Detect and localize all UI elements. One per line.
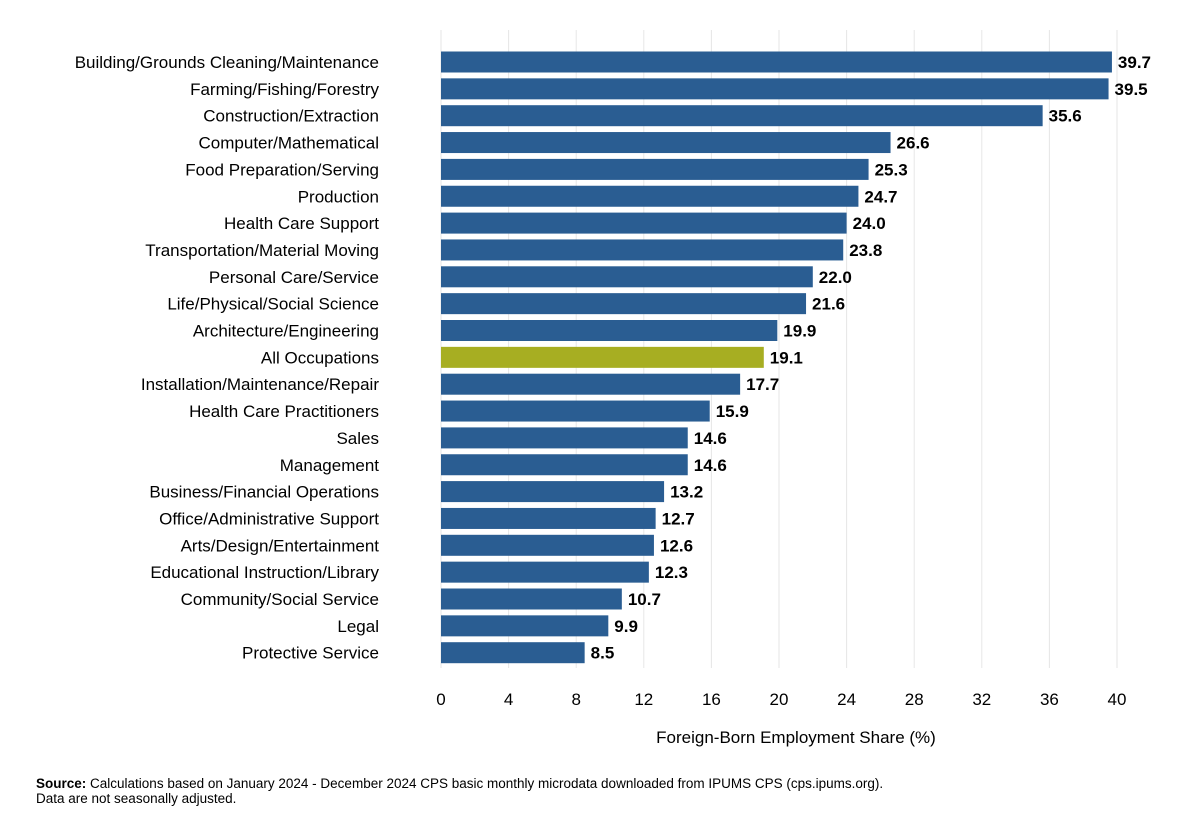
x-tick-label-4: 4 [504, 690, 513, 709]
x-axis-ticks: 0 4 8 12 16 20 24 28 32 36 40 [436, 690, 1126, 709]
bar-chart: Building/Grounds Cleaning/Maintenance Far… [75, 30, 1151, 747]
source-text: Calculations based on January 2024 - Dec… [90, 776, 884, 791]
bar-protective-service [441, 642, 585, 664]
value-label-community-social-service: 10.7 [628, 590, 661, 609]
value-label-educational-instruction-library: 12.3 [655, 563, 688, 582]
category-label-community-social-service: Community/Social Service [181, 590, 379, 609]
source-label: Source: [36, 776, 87, 791]
value-label-legal: 9.9 [614, 617, 638, 636]
value-label-health-care-practitioners: 15.9 [716, 402, 749, 421]
category-label-computer-mathematical: Computer/Mathematical [199, 134, 379, 153]
bar-life-physical-social-science [441, 293, 807, 315]
bar-production [441, 185, 859, 207]
x-axis-title: Foreign-Born Employment Share (%) [656, 728, 936, 747]
bar-construction-extraction [441, 105, 1043, 127]
bar-educational-instruction-library [441, 561, 649, 583]
bar-transportation-material-moving [441, 239, 844, 261]
bars [441, 51, 1112, 664]
category-label-management: Management [280, 456, 380, 475]
value-label-production: 24.7 [864, 187, 897, 206]
value-label-arts-design-entertainment: 12.6 [660, 536, 693, 555]
bar-food-preparation-serving [441, 158, 869, 180]
x-tick-label-20: 20 [770, 690, 789, 709]
value-label-computer-mathematical: 26.6 [897, 134, 930, 153]
value-label-transportation-material-moving: 23.8 [849, 241, 882, 260]
category-labels: Building/Grounds Cleaning/Maintenance Far… [75, 53, 380, 663]
x-tick-label-28: 28 [905, 690, 924, 709]
bar-computer-mathematical [441, 132, 891, 154]
bar-building-grounds-cleaning-maintenance [441, 51, 1112, 73]
category-label-arts-design-entertainment: Arts/Design/Entertainment [181, 536, 380, 555]
source-line-1: Source: Calculations based on January 20… [36, 776, 883, 791]
value-label-all-occupations: 19.1 [770, 348, 803, 367]
x-tick-label-12: 12 [634, 690, 653, 709]
bar-legal [441, 615, 609, 637]
bar-management [441, 454, 688, 476]
category-label-sales: Sales [336, 429, 379, 448]
bar-architecture-engineering [441, 320, 778, 341]
value-label-protective-service: 8.5 [591, 644, 615, 663]
value-label-farming-fishing-forestry: 39.5 [1115, 80, 1148, 99]
x-tick-label-24: 24 [837, 690, 856, 709]
bar-personal-care-service [441, 266, 813, 288]
bar-community-social-service [441, 588, 622, 610]
value-label-sales: 14.6 [694, 429, 727, 448]
category-label-protective-service: Protective Service [242, 644, 379, 663]
category-label-food-preparation-serving: Food Preparation/Serving [185, 160, 379, 179]
bar-health-care-support [441, 212, 847, 234]
category-label-transportation-material-moving: Transportation/Material Moving [145, 241, 379, 260]
value-label-architecture-engineering: 19.9 [783, 322, 816, 341]
bar-business-financial-operations [441, 481, 665, 503]
category-label-production: Production [298, 187, 379, 206]
value-label-management: 14.6 [694, 456, 727, 475]
bar-health-care-practitioners [441, 400, 710, 422]
category-label-building-grounds-cleaning-maintenance: Building/Grounds Cleaning/Maintenance [75, 53, 379, 72]
category-label-construction-extraction: Construction/Extraction [203, 107, 379, 126]
bar-office-administrative-support [441, 507, 656, 529]
category-label-business-financial-operations: Business/Financial Operations [149, 483, 379, 502]
x-tick-label-40: 40 [1108, 690, 1127, 709]
category-label-legal: Legal [337, 617, 379, 636]
category-label-farming-fishing-forestry: Farming/Fishing/Forestry [190, 80, 379, 99]
value-label-building-grounds-cleaning-maintenance: 39.7 [1118, 53, 1151, 72]
category-label-architecture-engineering: Architecture/Engineering [193, 322, 379, 341]
value-label-health-care-support: 24.0 [853, 214, 886, 233]
bar-all-occupations [441, 346, 764, 368]
category-label-life-physical-social-science: Life/Physical/Social Science [167, 295, 379, 314]
x-tick-label-0: 0 [436, 690, 445, 709]
value-label-installation-maintenance-repair: 17.7 [746, 375, 779, 394]
category-label-installation-maintenance-repair: Installation/Maintenance/Repair [141, 375, 379, 394]
category-label-office-administrative-support: Office/Administrative Support [159, 509, 379, 528]
value-label-personal-care-service: 22.0 [819, 268, 852, 287]
category-label-health-care-practitioners: Health Care Practitioners [189, 402, 379, 421]
value-label-food-preparation-serving: 25.3 [875, 160, 908, 179]
category-label-educational-instruction-library: Educational Instruction/Library [150, 563, 379, 582]
value-label-construction-extraction: 35.6 [1049, 107, 1082, 126]
bar-installation-maintenance-repair [441, 373, 741, 395]
value-label-life-physical-social-science: 21.6 [812, 295, 845, 314]
bar-sales [441, 427, 688, 449]
value-label-business-financial-operations: 13.2 [670, 483, 703, 502]
bar-farming-fishing-forestry [441, 78, 1109, 100]
x-tick-label-8: 8 [571, 690, 580, 709]
x-tick-label-32: 32 [972, 690, 991, 709]
bar-arts-design-entertainment [441, 534, 654, 556]
value-labels: 39.7 39.5 35.6 26.6 25.3 24.7 24.0 23.8 22.0 21.6… [591, 53, 1151, 663]
category-label-personal-care-service: Personal Care/Service [209, 268, 379, 287]
source-line-2: Data are not seasonally adjusted. [36, 791, 237, 806]
source-note: Source: Calculations based on January 20… [36, 776, 883, 806]
category-label-health-care-support: Health Care Support [224, 214, 379, 233]
category-label-all-occupations: All Occupations [261, 348, 379, 367]
x-tick-label-36: 36 [1040, 690, 1059, 709]
x-tick-label-16: 16 [702, 690, 721, 709]
value-label-office-administrative-support: 12.7 [662, 509, 695, 528]
